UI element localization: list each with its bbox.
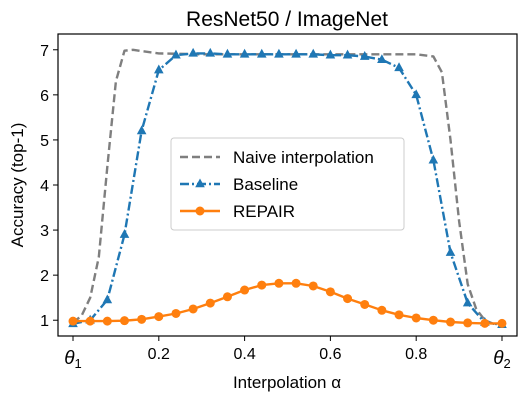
data-point-repair (85, 316, 95, 326)
data-point-repair (480, 318, 490, 328)
data-point-repair (308, 281, 318, 291)
legend-label-naive-interpolation: Naive interpolation (233, 148, 374, 167)
series-line-baseline (72, 52, 503, 326)
data-point-repair (325, 287, 335, 297)
legend: Naive interpolation Baseline REPAIR (170, 137, 405, 231)
data-point-repair (463, 318, 473, 328)
data-point-repair (360, 299, 370, 309)
data-point-repair (222, 292, 232, 302)
chart-title: ResNet50 / ImageNet (186, 8, 388, 31)
data-point-repair (188, 304, 198, 314)
legend-marker-baseline (195, 178, 205, 188)
data-point-repair (291, 278, 301, 288)
data-point-repair (428, 315, 438, 325)
data-point-baseline (411, 89, 421, 99)
data-point-baseline (445, 247, 456, 256)
data-point-repair (119, 316, 129, 326)
x-tick-label: 0.2 (148, 346, 170, 363)
data-point-baseline (102, 294, 113, 304)
data-point-baseline (222, 48, 233, 58)
data-point-baseline (291, 48, 301, 58)
data-point-baseline (205, 47, 216, 57)
data-point-baseline (274, 48, 284, 58)
data-point-baseline (325, 49, 336, 59)
data-point-repair (411, 313, 421, 323)
legend-label-repair: REPAIR (233, 202, 295, 221)
y-tick-label: 5 (40, 133, 49, 150)
data-point-baseline (462, 297, 473, 307)
legend-label-baseline: Baseline (233, 175, 298, 194)
y-tick-label: 2 (40, 268, 49, 285)
data-point-baseline (342, 49, 353, 59)
data-point-repair (394, 310, 404, 320)
data-point-repair (274, 278, 284, 288)
data-point-repair (154, 312, 164, 322)
y-tick-label: 6 (40, 88, 49, 105)
data-point-repair (343, 294, 353, 304)
plot-area (68, 47, 507, 329)
legend-box (170, 137, 405, 231)
data-point-repair (171, 308, 181, 318)
x-axis-label: Interpolation α (233, 373, 341, 392)
data-point-repair (257, 280, 267, 290)
data-point-repair (377, 305, 387, 315)
x-tick-label: 0.4 (233, 346, 255, 363)
data-point-baseline (256, 48, 267, 58)
data-point-repair (446, 317, 456, 327)
data-point-baseline (428, 154, 439, 164)
data-point-baseline (171, 49, 181, 59)
data-point-repair (205, 298, 215, 308)
x-tick-label: 0.6 (319, 346, 341, 363)
data-point-repair (240, 285, 250, 295)
x-tick-label: 0.8 (405, 346, 427, 363)
x-tick-label: θ2 (493, 348, 511, 371)
y-tick-label: 3 (40, 223, 49, 240)
data-point-baseline (394, 62, 404, 72)
legend-marker-repair (195, 206, 205, 216)
data-point-repair (68, 316, 78, 326)
data-point-baseline (188, 47, 198, 57)
data-point-baseline (154, 64, 164, 74)
data-point-baseline (136, 125, 147, 135)
y-tick-label: 1 (40, 313, 49, 330)
y-tick-label: 7 (40, 43, 49, 60)
data-point-baseline (377, 54, 387, 63)
data-point-repair (102, 316, 112, 326)
data-point-baseline (359, 51, 370, 60)
data-point-repair (497, 318, 507, 328)
y-tick-label: 4 (40, 178, 49, 195)
x-tick-label: θ1 (64, 348, 82, 371)
data-point-baseline (308, 48, 319, 58)
y-axis-label: Accuracy (top-1) (8, 123, 27, 248)
data-point-baseline (239, 48, 250, 58)
axis-ticks: 1 2 3 4 5 6 7 θ1 0.2 0.4 0.6 0.8 θ2 (40, 43, 511, 371)
data-point-repair (137, 314, 147, 324)
data-point-baseline (119, 229, 130, 238)
